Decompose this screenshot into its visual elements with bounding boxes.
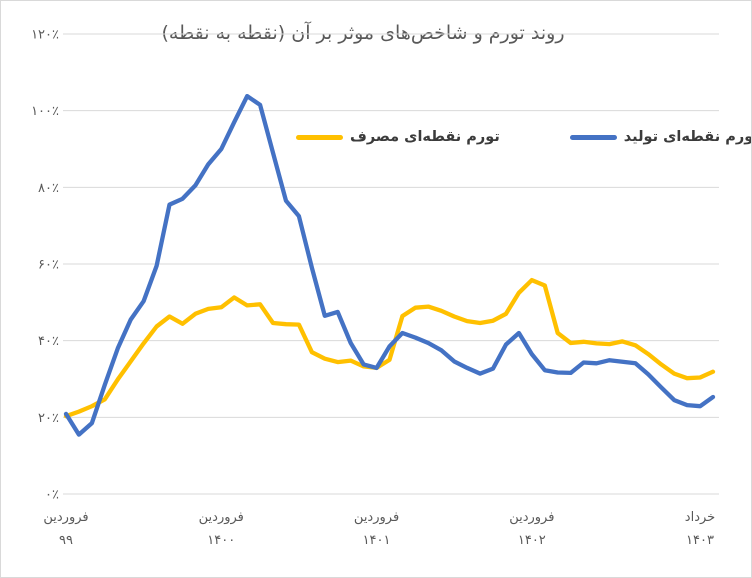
x-axis-tick-month: فروردین bbox=[43, 510, 88, 525]
consumer-inflation-line bbox=[63, 277, 716, 419]
x-axis-tick-month: فروردین bbox=[199, 510, 244, 525]
x-axis-tick-month: خرداد bbox=[685, 510, 715, 525]
producer-line-swatch-icon bbox=[569, 134, 617, 140]
y-axis-tick-label: ۸۰٪ bbox=[38, 181, 59, 196]
x-axis-tick-month: فروردین bbox=[509, 510, 554, 525]
legend-label-producer: تورم نقطه‌ای تولید bbox=[623, 129, 752, 145]
legend: تورم نقطه‌ای مصرف تورم نقطه‌ای تولید bbox=[296, 126, 752, 148]
producer-inflation-line bbox=[63, 93, 716, 437]
y-axis-tick-label: ۴۰٪ bbox=[38, 334, 59, 349]
y-axis-tick-label: ۲۰٪ bbox=[38, 411, 59, 426]
y-axis-tick-label: ۶۰٪ bbox=[38, 258, 59, 273]
y-axis-tick-label: ۱۲۰٪ bbox=[31, 28, 59, 43]
x-axis-tick-year: ۱۴۰۲ bbox=[518, 533, 546, 548]
legend-item-consumer: تورم نقطه‌ای مصرف bbox=[296, 129, 500, 145]
x-axis-tick-year: ۹۹ bbox=[59, 533, 73, 548]
x-axis-tick-year: ۱۴۰۳ bbox=[686, 533, 714, 548]
consumer-line-swatch-icon bbox=[296, 134, 343, 140]
legend-label-consumer: تورم نقطه‌ای مصرف bbox=[350, 129, 500, 145]
chart-title: روند تورم و شاخص‌های موثر بر آن (نقطه به… bbox=[161, 22, 565, 44]
x-axis-tick-year: ۱۴۰۰ bbox=[207, 533, 235, 548]
x-axis-tick-year: ۱۴۰۱ bbox=[363, 533, 391, 548]
y-axis-tick-label: ۰٪ bbox=[45, 488, 59, 503]
x-axis-tick-month: فروردین bbox=[354, 510, 399, 525]
y-axis-tick-label: ۱۰۰٪ bbox=[31, 104, 59, 119]
legend-item-producer: تورم نقطه‌ای تولید bbox=[569, 129, 752, 145]
